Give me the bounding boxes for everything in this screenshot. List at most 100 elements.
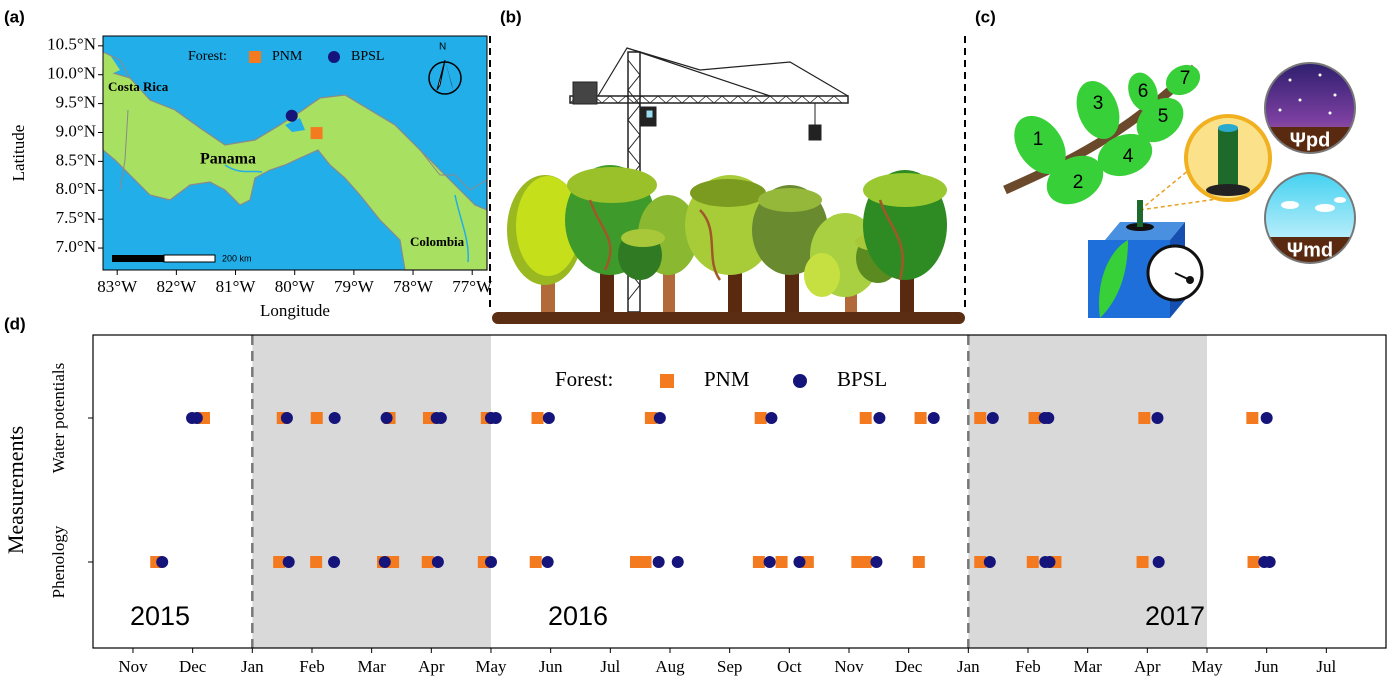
y-tick-label: 8.0°N xyxy=(56,179,96,198)
y-axis-label: Measurements xyxy=(3,426,28,554)
y-tick-label: 9.5°N xyxy=(56,93,96,112)
point xyxy=(543,412,555,424)
x-tick-label: May xyxy=(1191,657,1223,676)
x-tick-label: 77°W xyxy=(452,277,493,296)
x-tick-label: Mar xyxy=(357,657,386,676)
point xyxy=(987,412,999,424)
forest-illustration xyxy=(492,165,965,324)
panel-label: (c) xyxy=(975,7,996,26)
map-label: Costa Rica xyxy=(108,79,169,94)
year-label: 2016 xyxy=(548,601,608,631)
legend-marker xyxy=(660,374,674,388)
legend-label: BPSL xyxy=(837,367,887,391)
legend-title: Forest: xyxy=(555,367,613,391)
shaded-range xyxy=(252,335,491,648)
y-tick-label: 7.5°N xyxy=(56,208,96,227)
point xyxy=(1153,556,1165,568)
x-tick-label: Apr xyxy=(1134,657,1161,676)
legend-marker xyxy=(793,374,807,388)
x-tick-label: 81°W xyxy=(216,277,257,296)
north-label: N xyxy=(439,42,446,53)
point xyxy=(283,556,295,568)
leaf-number: 7 xyxy=(1180,68,1191,89)
point xyxy=(776,556,788,568)
legend-label: PNM xyxy=(704,367,750,391)
x-tick-label: Feb xyxy=(299,657,325,676)
point xyxy=(984,556,996,568)
point xyxy=(1042,412,1054,424)
point xyxy=(1151,412,1163,424)
point xyxy=(793,556,805,568)
year-label: 2017 xyxy=(1145,601,1205,631)
point xyxy=(764,556,776,568)
point xyxy=(490,412,502,424)
leaf-number: 4 xyxy=(1123,146,1134,167)
point xyxy=(435,412,447,424)
x-tick-label: Jun xyxy=(539,657,563,676)
point xyxy=(1261,412,1273,424)
y-tick-label: 10.5°N xyxy=(47,35,96,54)
point xyxy=(311,127,323,139)
point xyxy=(156,556,168,568)
point xyxy=(1138,412,1150,424)
y-tick-label: Water potentials xyxy=(49,363,68,474)
leaf-number: 5 xyxy=(1158,106,1169,127)
point xyxy=(860,556,872,568)
point xyxy=(1248,556,1260,568)
point xyxy=(542,556,554,568)
point xyxy=(432,556,444,568)
year-label: 2015 xyxy=(130,601,190,631)
point xyxy=(1137,556,1149,568)
point xyxy=(329,412,341,424)
point xyxy=(1027,556,1039,568)
point xyxy=(873,412,885,424)
x-tick-label: Apr xyxy=(418,657,445,676)
point xyxy=(870,556,882,568)
x-tick-label: Dec xyxy=(895,657,923,676)
legend-label: BPSL xyxy=(351,49,384,64)
point xyxy=(765,412,777,424)
x-tick-label: 80°W xyxy=(275,277,316,296)
point xyxy=(1264,556,1276,568)
point xyxy=(379,556,391,568)
y-tick-label: 10.0°N xyxy=(47,64,96,83)
x-tick-label: Sep xyxy=(717,657,743,676)
point xyxy=(672,556,684,568)
point xyxy=(974,412,986,424)
panel-label: (a) xyxy=(4,7,25,26)
x-tick-label: Nov xyxy=(118,657,148,676)
point xyxy=(753,556,765,568)
scale-bar-label: 200 km xyxy=(222,253,252,263)
point xyxy=(532,412,544,424)
leaf-illustration xyxy=(1004,59,1360,318)
panel-label: (d) xyxy=(4,314,26,333)
y-tick-label: Phenology xyxy=(49,525,68,598)
point xyxy=(286,110,298,122)
x-tick-label: 78°W xyxy=(393,277,434,296)
map-label: Panama xyxy=(200,151,256,168)
psi-label: Ψpd xyxy=(1290,129,1331,151)
panel-label: (b) xyxy=(500,7,522,26)
y-tick-label: 8.5°N xyxy=(56,150,96,169)
point xyxy=(653,556,665,568)
x-tick-label: Mar xyxy=(1073,657,1102,676)
point xyxy=(1043,556,1055,568)
x-tick-label: Feb xyxy=(1015,657,1041,676)
leaf-number: 3 xyxy=(1093,93,1104,114)
x-tick-label: May xyxy=(475,657,507,676)
x-tick-label: Aug xyxy=(655,657,685,676)
y-axis-label: Latitude xyxy=(9,125,28,182)
point xyxy=(310,556,322,568)
x-tick-label: Jul xyxy=(1316,657,1336,676)
x-axis-label: Longitude xyxy=(260,301,330,320)
point xyxy=(328,556,340,568)
x-tick-label: Jun xyxy=(1255,657,1279,676)
point xyxy=(928,412,940,424)
x-tick-label: Nov xyxy=(834,657,864,676)
x-tick-label: Dec xyxy=(179,657,207,676)
point xyxy=(915,412,927,424)
y-tick-label: 9.0°N xyxy=(56,121,96,140)
y-tick-label: 7.0°N xyxy=(56,237,96,256)
leaf-number: 2 xyxy=(1073,172,1084,193)
point xyxy=(485,556,497,568)
